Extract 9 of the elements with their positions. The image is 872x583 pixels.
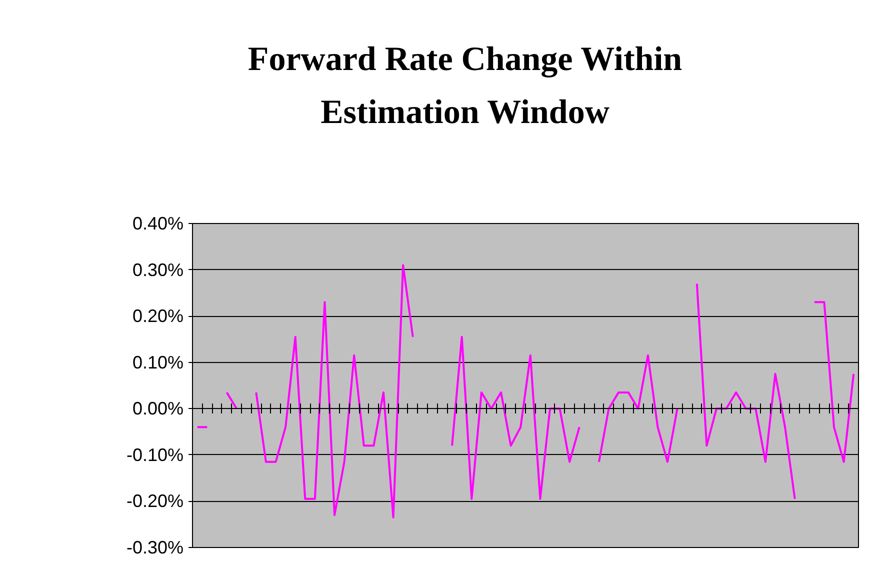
- y-tick-label: 0.20%: [132, 306, 184, 326]
- y-tick-label: 0.40%: [132, 214, 184, 234]
- chart-title: Forward Rate Change Within Estimation Window: [246, 40, 684, 133]
- y-tick-label: -0.30%: [126, 538, 184, 558]
- y-tick-label: -0.10%: [126, 444, 184, 465]
- y-tick-label: 0.10%: [132, 352, 184, 372]
- y-tick-label: -0.20%: [126, 491, 184, 512]
- y-tick-label: 0.00%: [132, 398, 184, 419]
- y-tick-label: 0.30%: [132, 260, 184, 280]
